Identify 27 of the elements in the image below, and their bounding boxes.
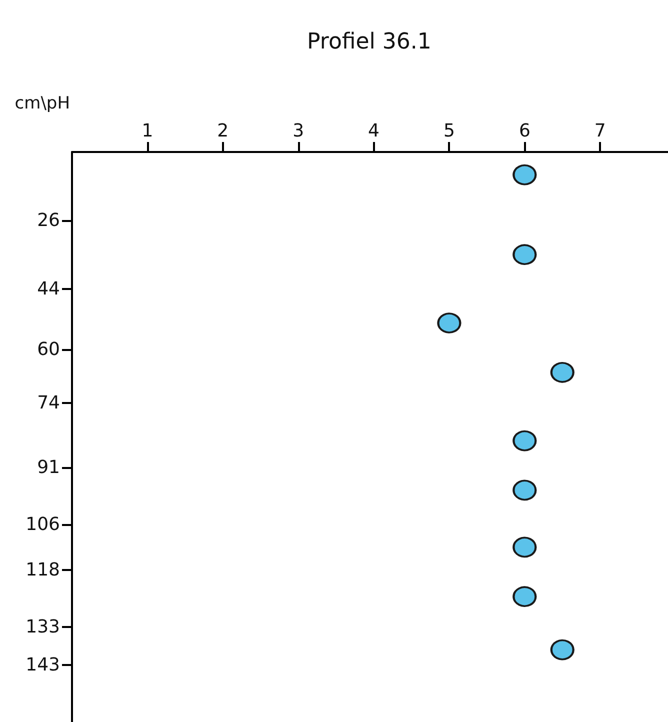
y-tick-label: 133 bbox=[26, 616, 60, 638]
y-tick-label: 91 bbox=[37, 456, 60, 478]
x-tick-label: 2 bbox=[217, 120, 229, 142]
x-tick-label: 7 bbox=[594, 120, 606, 142]
y-tick-label: 118 bbox=[26, 560, 60, 580]
point bbox=[512, 244, 537, 266]
y-tick-label: 44 bbox=[37, 278, 60, 300]
point bbox=[512, 164, 537, 186]
point bbox=[512, 480, 537, 501]
y-tick-label: 143 bbox=[26, 654, 60, 676]
point bbox=[437, 312, 462, 334]
point bbox=[550, 362, 574, 383]
y-tick-label: 74 bbox=[37, 392, 60, 414]
x-tick-label: 5 bbox=[443, 120, 455, 142]
chart-title: Profiel 36.1 bbox=[307, 30, 432, 54]
point bbox=[512, 586, 537, 608]
point bbox=[512, 430, 537, 452]
y-tick-label: 60 bbox=[37, 339, 60, 360]
x-tick-label: 1 bbox=[142, 120, 154, 142]
x-tick-label: 6 bbox=[518, 120, 530, 142]
y-tick-label: 106 bbox=[26, 514, 60, 535]
y-axis-title: cm\pH bbox=[14, 94, 70, 114]
point bbox=[550, 639, 574, 660]
y-tick-label: 26 bbox=[37, 210, 60, 231]
x-tick-label: 3 bbox=[292, 120, 304, 142]
x-tick-label: 4 bbox=[368, 120, 380, 142]
point bbox=[512, 536, 537, 558]
